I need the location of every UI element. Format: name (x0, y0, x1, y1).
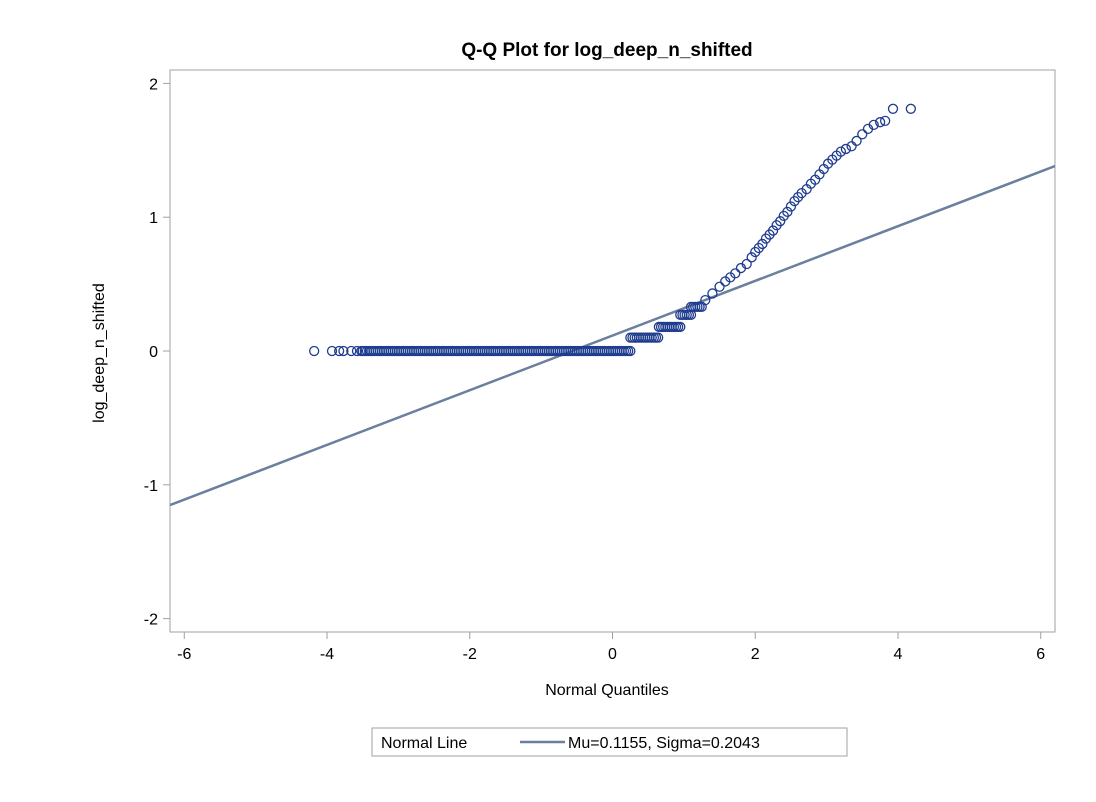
data-point (326, 345, 338, 357)
y-axis-label: log_deep_n_shifted (91, 283, 108, 423)
data-point (874, 117, 886, 128)
data-point (846, 141, 857, 152)
data-point (309, 345, 320, 357)
x-tick-label: -6 (177, 646, 191, 663)
x-tick-label: 4 (894, 646, 903, 663)
data-point (767, 225, 779, 236)
y-axis: -2 -1 0 1 2 (144, 76, 170, 629)
data-point (857, 129, 868, 140)
data-point (746, 252, 757, 263)
data-point (887, 103, 899, 114)
data-point (707, 288, 718, 299)
data-point (333, 345, 345, 357)
data-point (782, 206, 793, 217)
y-tick-label: 2 (149, 76, 158, 93)
data-point (757, 238, 768, 250)
legend-frame (371, 727, 848, 757)
legend: Normal Line Mu=0.1155, Sigma=0.2043 (371, 727, 848, 757)
data-points (309, 103, 916, 357)
data-point (851, 135, 862, 147)
data-point (714, 281, 725, 292)
plot-content (170, 103, 1055, 507)
data-point (905, 103, 916, 114)
data-point (653, 332, 664, 343)
data-point (338, 345, 349, 357)
y-tick-label: 1 (149, 210, 158, 227)
data-point (351, 345, 363, 357)
data-point (675, 321, 686, 333)
data-point (835, 146, 847, 157)
x-tick-label: -2 (463, 646, 477, 663)
x-axis-label: Normal Quantiles (545, 682, 669, 699)
x-axis: -6 -4 -2 0 2 4 6 (177, 632, 1045, 663)
data-point (785, 201, 797, 212)
data-point (700, 295, 711, 306)
x-tick-label: -4 (320, 646, 334, 663)
x-tick-label: 2 (751, 646, 760, 663)
data-point (868, 119, 879, 131)
data-point (840, 143, 852, 155)
data-point (775, 216, 786, 227)
y-tick-label: -1 (144, 478, 158, 495)
chart-title: Q-Q Plot for log_deep_n_shifted (461, 40, 752, 61)
legend-entry: Mu=0.1155, Sigma=0.2043 (568, 735, 760, 752)
normal-line (170, 164, 1055, 507)
data-point (741, 258, 752, 270)
x-tick-label: 0 (608, 646, 617, 663)
data-point (346, 345, 357, 357)
x-tick-label: 6 (1036, 646, 1045, 663)
legend-title: Normal Line (381, 735, 467, 752)
y-tick-label: -2 (144, 612, 158, 629)
data-point (730, 268, 741, 279)
data-point (879, 115, 891, 126)
data-point (625, 345, 636, 357)
y-tick-label: 0 (149, 344, 158, 361)
